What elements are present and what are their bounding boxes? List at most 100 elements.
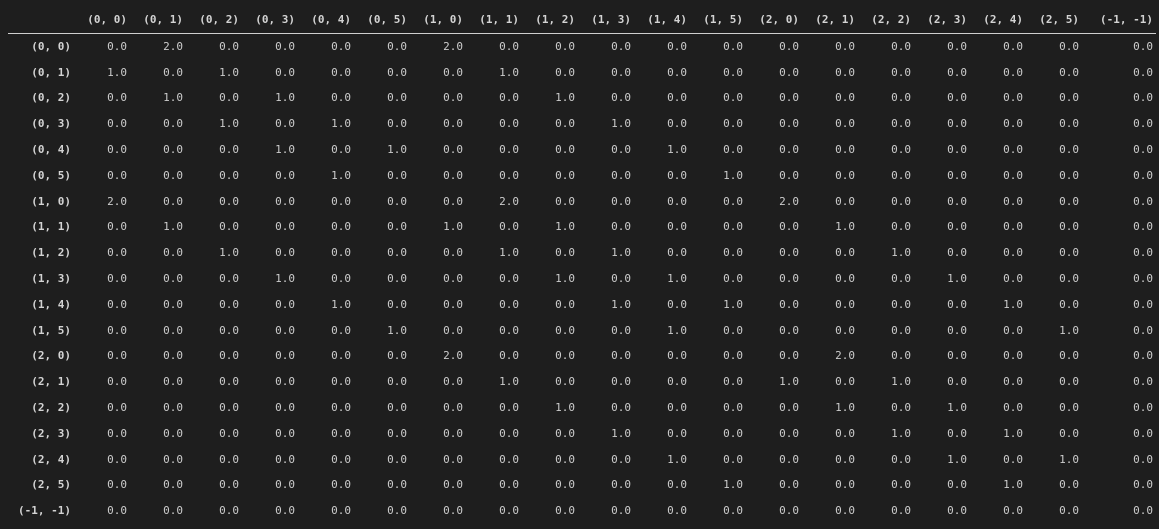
table-cell: 0.0: [163, 426, 183, 440]
table-cell: 0.0: [387, 478, 407, 492]
table-cell: 0.0: [947, 91, 967, 105]
column-header: (2, 4): [970, 6, 1026, 34]
table-cell: 0.0: [947, 194, 967, 208]
table-cell: 0.0: [387, 426, 407, 440]
table-cell: 0.0: [499, 401, 519, 415]
table-cell: 0.0: [1003, 401, 1023, 415]
table-cell: 1.0: [891, 426, 911, 440]
dataframe-table: (0, 0) (0, 1) (0, 2) (0, 3) (0, 4) (0, 5) (1, …: [8, 6, 1156, 524]
column-header: (1, 2): [522, 6, 578, 34]
table-cell: 0.0: [387, 168, 407, 182]
table-cell: 0.0: [611, 194, 631, 208]
table-cell: 0.0: [219, 504, 239, 518]
table-cell: 0.0: [275, 194, 295, 208]
table-cell: 0.0: [723, 401, 743, 415]
table-cell: 0.0: [555, 65, 575, 79]
table-cell: 1.0: [891, 375, 911, 389]
table-cell: 0.0: [1059, 194, 1079, 208]
table-cell: 1.0: [387, 323, 407, 337]
table-cell: 0.0: [611, 401, 631, 415]
table-cell: 1.0: [779, 375, 799, 389]
table-row: (1, 1) 0.0 1.0 0.0 0.0 0.0 0.0 1.0 0.0 1.0 0.0 0.0 0…: [8, 214, 1156, 240]
table-cell: 0.0: [1003, 117, 1023, 131]
table-cell: 0.0: [331, 349, 351, 363]
table-cell: 1.0: [947, 452, 967, 466]
table-header-row: (0, 0) (0, 1) (0, 2) (0, 3) (0, 4) (0, 5) (1, …: [8, 6, 1156, 34]
table-cell: 0.0: [107, 426, 127, 440]
table-cell: 1.0: [443, 220, 463, 234]
table-cell: 1.0: [891, 246, 911, 260]
table-cell: 0.0: [947, 478, 967, 492]
column-header: (1, 3): [578, 6, 634, 34]
table-cell: 0.0: [387, 246, 407, 260]
table-row: (2, 2) 0.0 0.0 0.0 0.0 0.0 0.0 0.0 0.0 1.0 0.0 0.0 0…: [8, 395, 1156, 421]
table-cell: 0.0: [331, 323, 351, 337]
table-cell: 0.0: [611, 91, 631, 105]
table-cell: 0.0: [1133, 40, 1153, 54]
table-cell: 0.0: [723, 246, 743, 260]
table-cell: 0.0: [779, 297, 799, 311]
table-cell: 0.0: [723, 323, 743, 337]
table-cell: 0.0: [891, 65, 911, 79]
table-cell: 0.0: [1133, 478, 1153, 492]
table-cell: 0.0: [275, 349, 295, 363]
table-row: (1, 2) 0.0 0.0 1.0 0.0 0.0 0.0 0.0 1.0 0.0 1.0 0.0 0…: [8, 240, 1156, 266]
table-cell: 1.0: [499, 246, 519, 260]
table-cell: 0.0: [947, 65, 967, 79]
table-cell: 0.0: [779, 220, 799, 234]
table-cell: 0.0: [107, 246, 127, 260]
row-index-label: (2, 5): [31, 478, 71, 492]
table-cell: 0.0: [219, 40, 239, 54]
column-header: (2, 3): [914, 6, 970, 34]
table-cell: 0.0: [947, 117, 967, 131]
table-cell: 2.0: [163, 40, 183, 54]
table-cell: 0.0: [611, 349, 631, 363]
table-cell: 0.0: [723, 375, 743, 389]
table-cell: 0.0: [1133, 452, 1153, 466]
table-cell: 0.0: [947, 246, 967, 260]
table-cell: 2.0: [779, 194, 799, 208]
table-cell: 0.0: [667, 40, 687, 54]
table-row: (1, 3) 0.0 0.0 0.0 1.0 0.0 0.0 0.0 0.0 1.0 0.0 1.0 0…: [8, 266, 1156, 292]
table-cell: 0.0: [1059, 297, 1079, 311]
table-cell: 0.0: [499, 220, 519, 234]
table-cell: 0.0: [835, 452, 855, 466]
table-cell: 0.0: [1133, 91, 1153, 105]
table-row: (2, 0) 0.0 0.0 0.0 0.0 0.0 0.0 2.0 0.0 0.0 0.0 0.0 0…: [8, 343, 1156, 369]
table-cell: 0.0: [555, 323, 575, 337]
table-cell: 0.0: [387, 297, 407, 311]
row-index-label: (0, 2): [31, 91, 71, 105]
column-header: (2, 1): [802, 6, 858, 34]
column-header: (0, 3): [242, 6, 298, 34]
table-cell: 0.0: [555, 349, 575, 363]
table-cell: 0.0: [443, 426, 463, 440]
table-cell: 0.0: [723, 220, 743, 234]
table-cell: 0.0: [1133, 246, 1153, 260]
table-cell: 0.0: [555, 40, 575, 54]
table-cell: 0.0: [779, 349, 799, 363]
table-cell: 0.0: [723, 452, 743, 466]
row-index-label: (0, 0): [31, 40, 71, 54]
table-cell: 0.0: [667, 401, 687, 415]
table-row: (1, 4) 0.0 0.0 0.0 0.0 1.0 0.0 0.0 0.0 0.0 1.0 0.0 1…: [8, 291, 1156, 317]
table-cell: 0.0: [443, 194, 463, 208]
column-header: (1, 0): [410, 6, 466, 34]
table-cell: 1.0: [331, 168, 351, 182]
row-index-label: (1, 0): [31, 194, 71, 208]
table-cell: 0.0: [163, 478, 183, 492]
table-cell: 0.0: [667, 349, 687, 363]
table-cell: 0.0: [331, 220, 351, 234]
table-cell: 0.0: [611, 375, 631, 389]
table-cell: 0.0: [1133, 117, 1153, 131]
table-cell: 1.0: [555, 220, 575, 234]
column-header: (1, 1): [466, 6, 522, 34]
table-cell: 0.0: [331, 65, 351, 79]
table-cell: 0.0: [667, 220, 687, 234]
table-cell: 0.0: [275, 375, 295, 389]
table-cell: 0.0: [835, 40, 855, 54]
table-cell: 0.0: [1003, 323, 1023, 337]
table-cell: 0.0: [1133, 323, 1153, 337]
table-cell: 0.0: [499, 40, 519, 54]
table-cell: 1.0: [835, 401, 855, 415]
table-row: (0, 1) 1.0 0.0 1.0 0.0 0.0 0.0 0.0 1.0 0.0 0.0 0.0 0…: [8, 59, 1156, 85]
